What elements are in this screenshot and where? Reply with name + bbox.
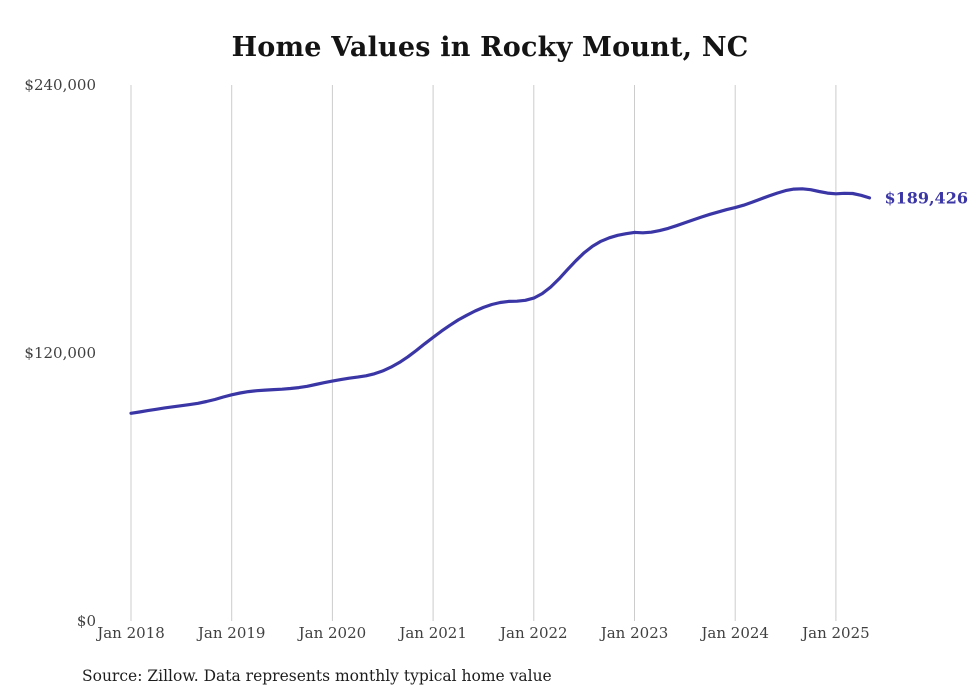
x-axis-tick-jan-2019: Jan 2019 <box>197 624 266 642</box>
x-axis-tick-jan-2022: Jan 2022 <box>500 624 568 642</box>
x-axis-tick-jan-2018: Jan 2018 <box>97 624 165 642</box>
x-axis-tick-jan-2025: Jan 2025 <box>802 624 870 642</box>
chart-title: Home Values in Rocky Mount, NC <box>231 32 749 63</box>
x-axis-tick-jan-2023: Jan 2023 <box>600 624 669 642</box>
source-note: Source: Zillow. Data represents monthly … <box>82 667 552 685</box>
y-axis-tick-240000: $240,000 <box>24 76 96 94</box>
y-axis-tick-120000: $120,000 <box>24 344 96 362</box>
x-axis-tick-jan-2020: Jan 2020 <box>298 624 367 642</box>
x-axis-tick-jan-2021: Jan 2021 <box>399 624 467 642</box>
y-axis-tick-0: $0 <box>76 612 96 630</box>
x-axis-tick-jan-2024: Jan 2024 <box>701 624 769 642</box>
end-value-label: $189,426 <box>884 188 968 208</box>
home-value-line <box>129 187 872 415</box>
